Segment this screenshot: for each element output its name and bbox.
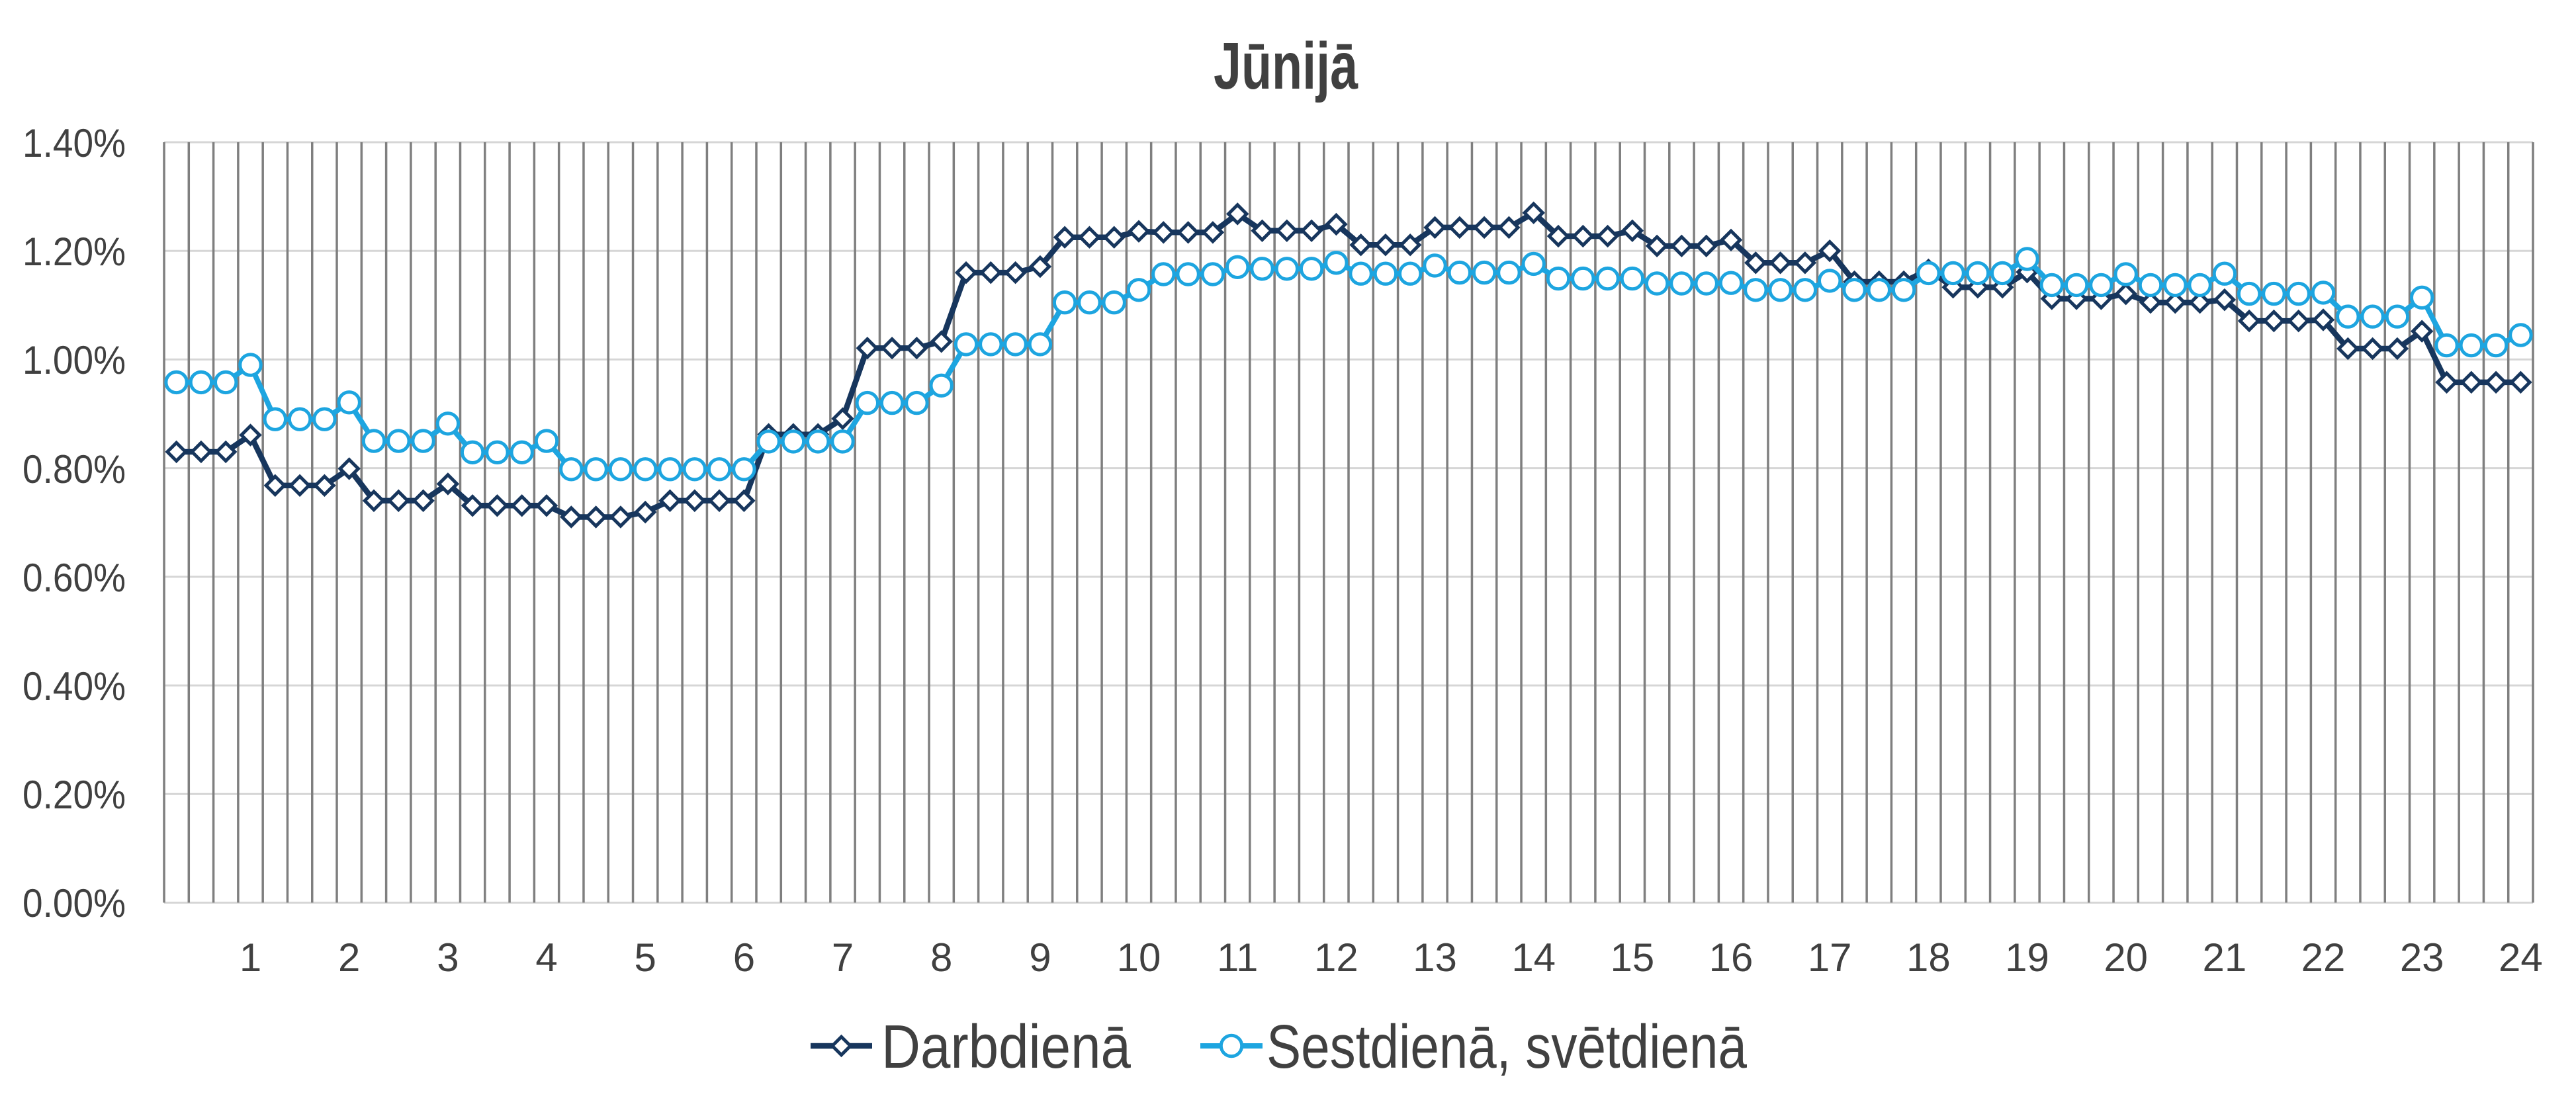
svg-text:21: 21 xyxy=(2203,935,2247,980)
svg-text:0.60%: 0.60% xyxy=(22,556,126,600)
svg-text:19: 19 xyxy=(2005,935,2049,980)
svg-text:23: 23 xyxy=(2400,935,2444,980)
svg-text:2: 2 xyxy=(338,935,360,980)
svg-text:Sestdienā, svētdienā: Sestdienā, svētdienā xyxy=(1266,1012,1747,1081)
svg-text:20: 20 xyxy=(2104,935,2148,980)
svg-text:8: 8 xyxy=(930,935,952,980)
svg-text:11: 11 xyxy=(1217,935,1258,980)
svg-text:4: 4 xyxy=(535,935,557,980)
svg-text:18: 18 xyxy=(1906,935,1951,980)
svg-text:24: 24 xyxy=(2499,935,2543,980)
svg-text:0.40%: 0.40% xyxy=(22,664,126,708)
svg-text:0.00%: 0.00% xyxy=(22,881,126,925)
svg-text:5: 5 xyxy=(635,935,656,980)
svg-text:17: 17 xyxy=(1808,935,1852,980)
svg-text:15: 15 xyxy=(1611,935,1655,980)
svg-text:10: 10 xyxy=(1117,935,1161,980)
svg-text:1.20%: 1.20% xyxy=(22,230,126,274)
svg-text:13: 13 xyxy=(1413,935,1457,980)
svg-text:1: 1 xyxy=(240,935,261,980)
svg-text:0.80%: 0.80% xyxy=(22,447,126,492)
svg-text:6: 6 xyxy=(733,935,755,980)
svg-text:3: 3 xyxy=(437,935,459,980)
svg-text:22: 22 xyxy=(2301,935,2346,980)
svg-text:16: 16 xyxy=(1709,935,1754,980)
svg-text:1.40%: 1.40% xyxy=(22,121,126,165)
svg-text:12: 12 xyxy=(1314,935,1358,980)
svg-text:Darbdienā: Darbdienā xyxy=(881,1012,1131,1081)
svg-text:7: 7 xyxy=(832,935,854,980)
svg-text:Jūnijā: Jūnijā xyxy=(1214,29,1358,103)
svg-text:9: 9 xyxy=(1029,935,1051,980)
svg-text:1.00%: 1.00% xyxy=(22,338,126,382)
svg-text:0.20%: 0.20% xyxy=(22,773,126,817)
svg-text:14: 14 xyxy=(1511,935,1556,980)
